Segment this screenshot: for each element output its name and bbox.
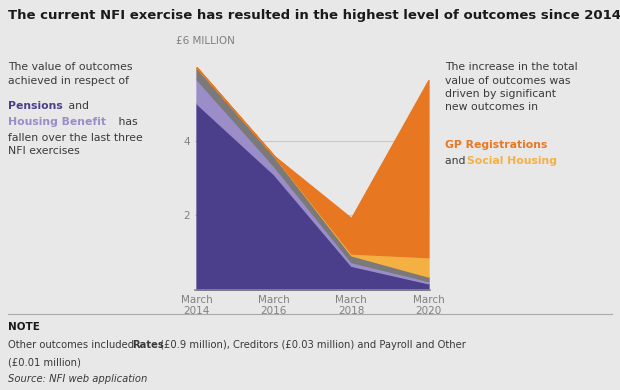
Text: NOTE: NOTE: [8, 322, 40, 332]
Text: Social Housing: Social Housing: [467, 156, 557, 166]
Text: Other outcomes included: Other outcomes included: [8, 340, 137, 351]
Text: and: and: [445, 156, 469, 166]
Text: has: has: [115, 117, 137, 127]
Text: £6 MILLION: £6 MILLION: [176, 35, 235, 46]
Text: The value of outcomes
achieved in respect of: The value of outcomes achieved in respec…: [8, 62, 133, 85]
Text: Rates: Rates: [132, 340, 164, 351]
Text: and: and: [65, 101, 89, 112]
Text: Housing Benefit: Housing Benefit: [8, 117, 106, 127]
Text: (£0.9 million), Creditors (£0.03 million) and Payroll and Other: (£0.9 million), Creditors (£0.03 million…: [157, 340, 466, 351]
Text: Pensions: Pensions: [8, 101, 63, 112]
Text: (£0.01 million): (£0.01 million): [8, 358, 81, 368]
Text: Source: NFI web application: Source: NFI web application: [8, 374, 148, 384]
Text: fallen over the last three
NFI exercises: fallen over the last three NFI exercises: [8, 133, 143, 156]
Text: GP Registrations: GP Registrations: [445, 140, 547, 151]
Text: The increase in the total
value of outcomes was
driven by significant
new outcom: The increase in the total value of outco…: [445, 62, 578, 112]
Text: The current NFI exercise has resulted in the highest level of outcomes since 201: The current NFI exercise has resulted in…: [8, 9, 620, 21]
